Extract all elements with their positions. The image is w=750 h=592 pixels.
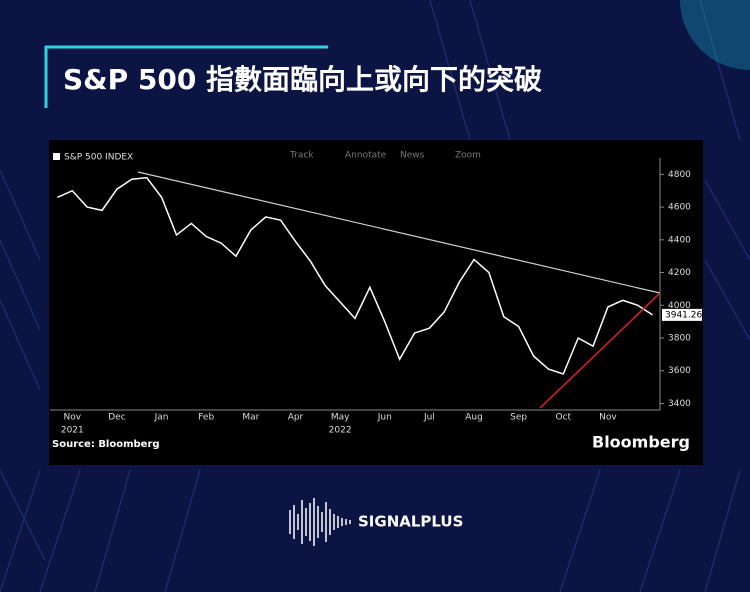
brand: SIGNALPLUS	[358, 513, 463, 531]
toolbar-item[interactable]: Track	[289, 151, 314, 161]
year-label: 2021	[61, 426, 84, 436]
resistance-line	[137, 171, 661, 294]
y-tick-label: 3400	[668, 399, 691, 409]
toolbar-item[interactable]: Annotate	[345, 151, 387, 161]
signalplus-icon	[289, 498, 351, 546]
y-tick-label: 4000	[668, 301, 691, 311]
y-tick-label: 4600	[668, 203, 691, 213]
legend: S&P 500 INDEX	[64, 153, 133, 163]
x-tick-label: Sep	[510, 413, 527, 423]
y-tick-label: 3600	[668, 366, 691, 376]
x-tick-label: Nov	[64, 413, 82, 423]
bloomberg-logo: Bloomberg	[592, 433, 690, 452]
toolbar-item[interactable]: News	[400, 151, 425, 161]
y-tick-label: 3800	[668, 334, 691, 344]
x-tick-label: Apr	[288, 413, 304, 423]
x-tick-label: Feb	[198, 413, 214, 423]
title: S&P 500 指數面臨向上或向下的突破	[63, 63, 542, 96]
corner-glow	[680, 0, 750, 70]
x-tick-label: Aug	[465, 413, 483, 423]
x-tick-label: Nov	[599, 413, 617, 423]
y-tick-label: 4800	[668, 170, 691, 180]
plot: 3400 3600 3800 4000 4200 4400 4600 4800 Nov Dec Ja…	[50, 158, 702, 436]
legend-swatch	[53, 153, 60, 160]
last-price: 3941.26	[665, 310, 702, 320]
x-tick-label: Oct	[556, 413, 572, 423]
source: Source: Bloomberg	[52, 439, 160, 450]
x-tick-label: Mar	[242, 413, 259, 423]
x-tick-label: Jul	[423, 413, 435, 423]
x-tick-label: Dec	[108, 413, 125, 423]
series-line	[57, 176, 653, 375]
toolbar: Track Annotate News Zoom	[289, 151, 481, 161]
last-price-tag	[662, 308, 702, 321]
y-tick-label: 4200	[668, 268, 691, 278]
x-tick-label: Jun	[377, 413, 392, 423]
year-label: 2022	[329, 426, 352, 436]
x-tick-label: May	[331, 413, 350, 423]
support-line	[539, 292, 661, 409]
toolbar-item[interactable]: Zoom	[455, 151, 481, 161]
y-tick-label: 4400	[668, 235, 691, 245]
x-tick-label: Jan	[154, 413, 169, 423]
